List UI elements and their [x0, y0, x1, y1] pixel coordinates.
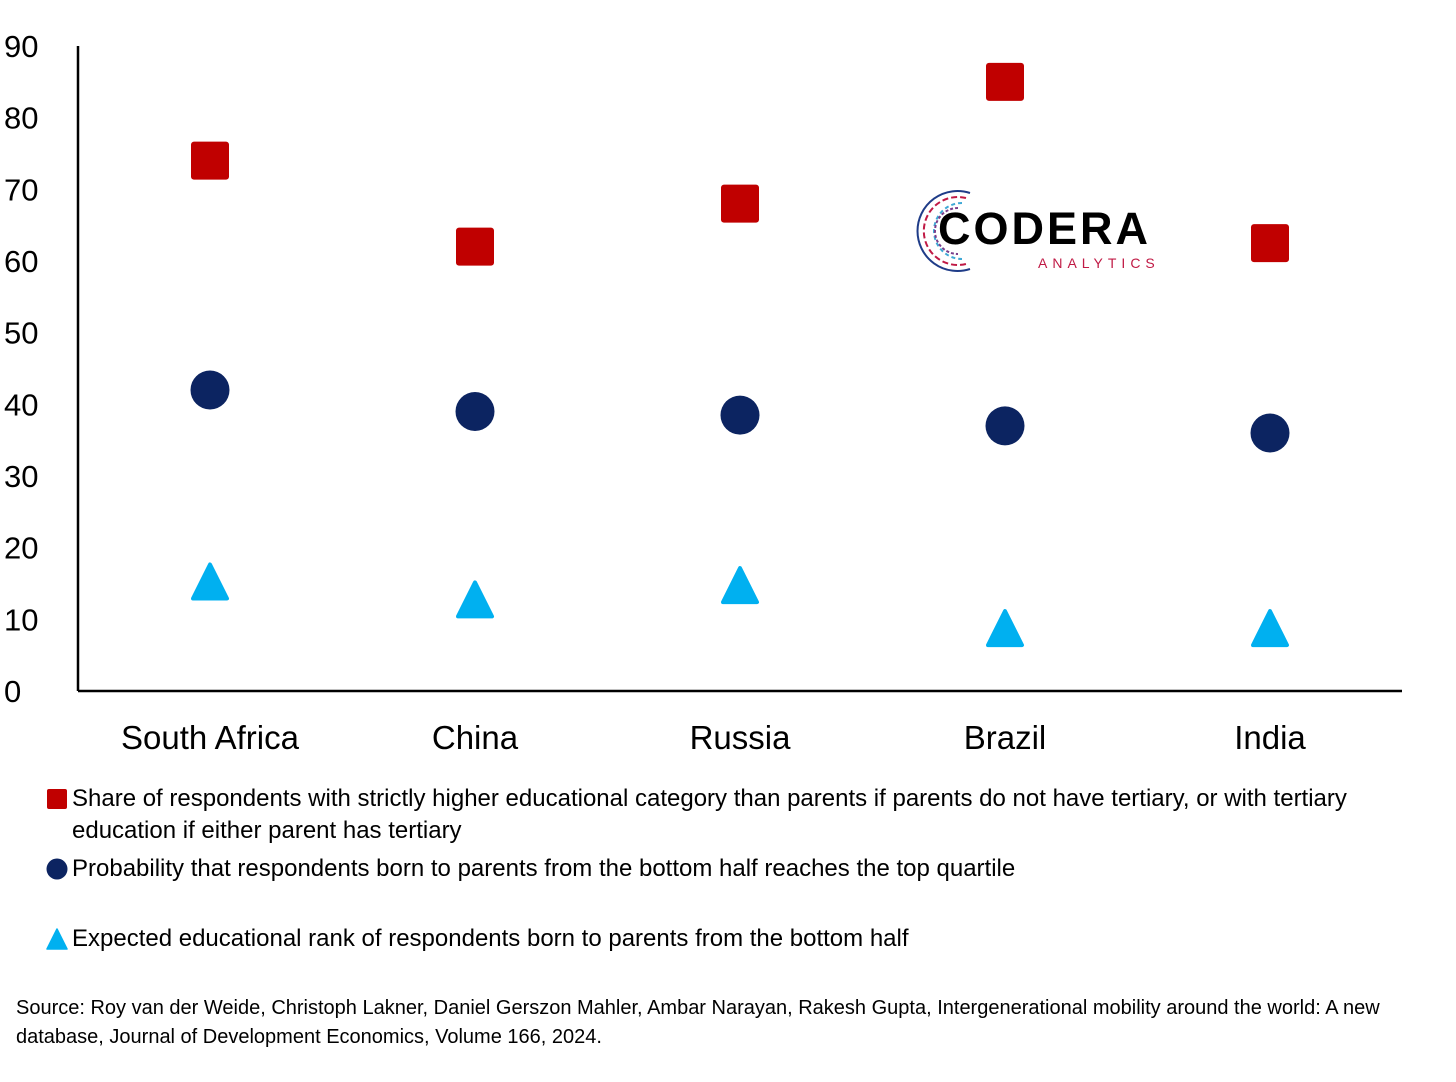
circle-point: [720, 395, 760, 435]
legend-label: Expected educational rank of respondents…: [72, 925, 909, 952]
legend-item-expected-rank: Expected educational rank of respondents…: [46, 923, 1426, 955]
scatter-chart: 0 10 20 30 40 50 60 70 80 90 South Africa China Rus…: [4, 29, 1402, 756]
chart-legend: Share of respondents with strictly highe…: [46, 783, 1426, 955]
x-category-label: Brazil: [964, 719, 1047, 756]
legend-circle-marker-icon: [46, 858, 68, 880]
x-category-label: India: [1234, 719, 1306, 756]
y-tick-label: 20: [4, 531, 38, 566]
codera-logo: CODERA ANALYTICS: [912, 185, 1182, 277]
triangle-point: [986, 609, 1024, 648]
y-tick-label: 60: [4, 244, 38, 279]
y-tick-label: 30: [4, 459, 38, 494]
y-tick-label: 0: [4, 674, 21, 709]
data-marks: [190, 62, 1290, 648]
y-tick-label: 70: [4, 172, 38, 207]
triangle-point: [191, 562, 229, 601]
square-point: [1251, 224, 1289, 263]
source-note: Source: Roy van der Weide, Christoph Lak…: [16, 997, 1380, 1048]
x-axis-labels: South Africa China Russia Brazil India: [121, 719, 1306, 756]
triangle-point: [456, 580, 494, 619]
square-point: [721, 184, 759, 223]
y-tick-label: 80: [4, 101, 38, 136]
y-axis-ticks: 0 10 20 30 40 50 60 70 80 90: [4, 29, 38, 709]
y-tick-label: 40: [4, 387, 38, 422]
logo-subtitle: ANALYTICS: [1038, 255, 1160, 271]
logo-mark-icon: [916, 190, 971, 272]
x-category-label: Russia: [690, 719, 792, 756]
legend-item-probability-top-quartile: Probability that respondents born to par…: [46, 853, 1426, 885]
x-category-label: South Africa: [121, 719, 300, 756]
square-point: [456, 227, 494, 266]
y-tick-label: 90: [4, 29, 38, 64]
circle-point: [455, 392, 495, 431]
legend-square-marker-icon: [47, 789, 67, 809]
circle-point: [190, 370, 230, 410]
x-category-label: China: [432, 719, 519, 756]
y-tick-label: 10: [4, 602, 38, 637]
legend-triangle-marker-icon: [46, 928, 68, 950]
legend-item-share-higher-education: Share of respondents with strictly highe…: [46, 783, 1426, 847]
triangle-point: [1251, 609, 1289, 648]
circle-point: [1250, 413, 1290, 453]
circle-point: [985, 406, 1025, 446]
square-point: [986, 62, 1024, 101]
triangle-point: [721, 566, 759, 605]
legend-label: Share of respondents with strictly highe…: [72, 785, 1347, 844]
logo-wordmark: CODERA: [938, 203, 1152, 254]
y-tick-label: 50: [4, 316, 38, 351]
legend-label: Probability that respondents born to par…: [72, 855, 1016, 882]
square-point: [191, 141, 229, 180]
